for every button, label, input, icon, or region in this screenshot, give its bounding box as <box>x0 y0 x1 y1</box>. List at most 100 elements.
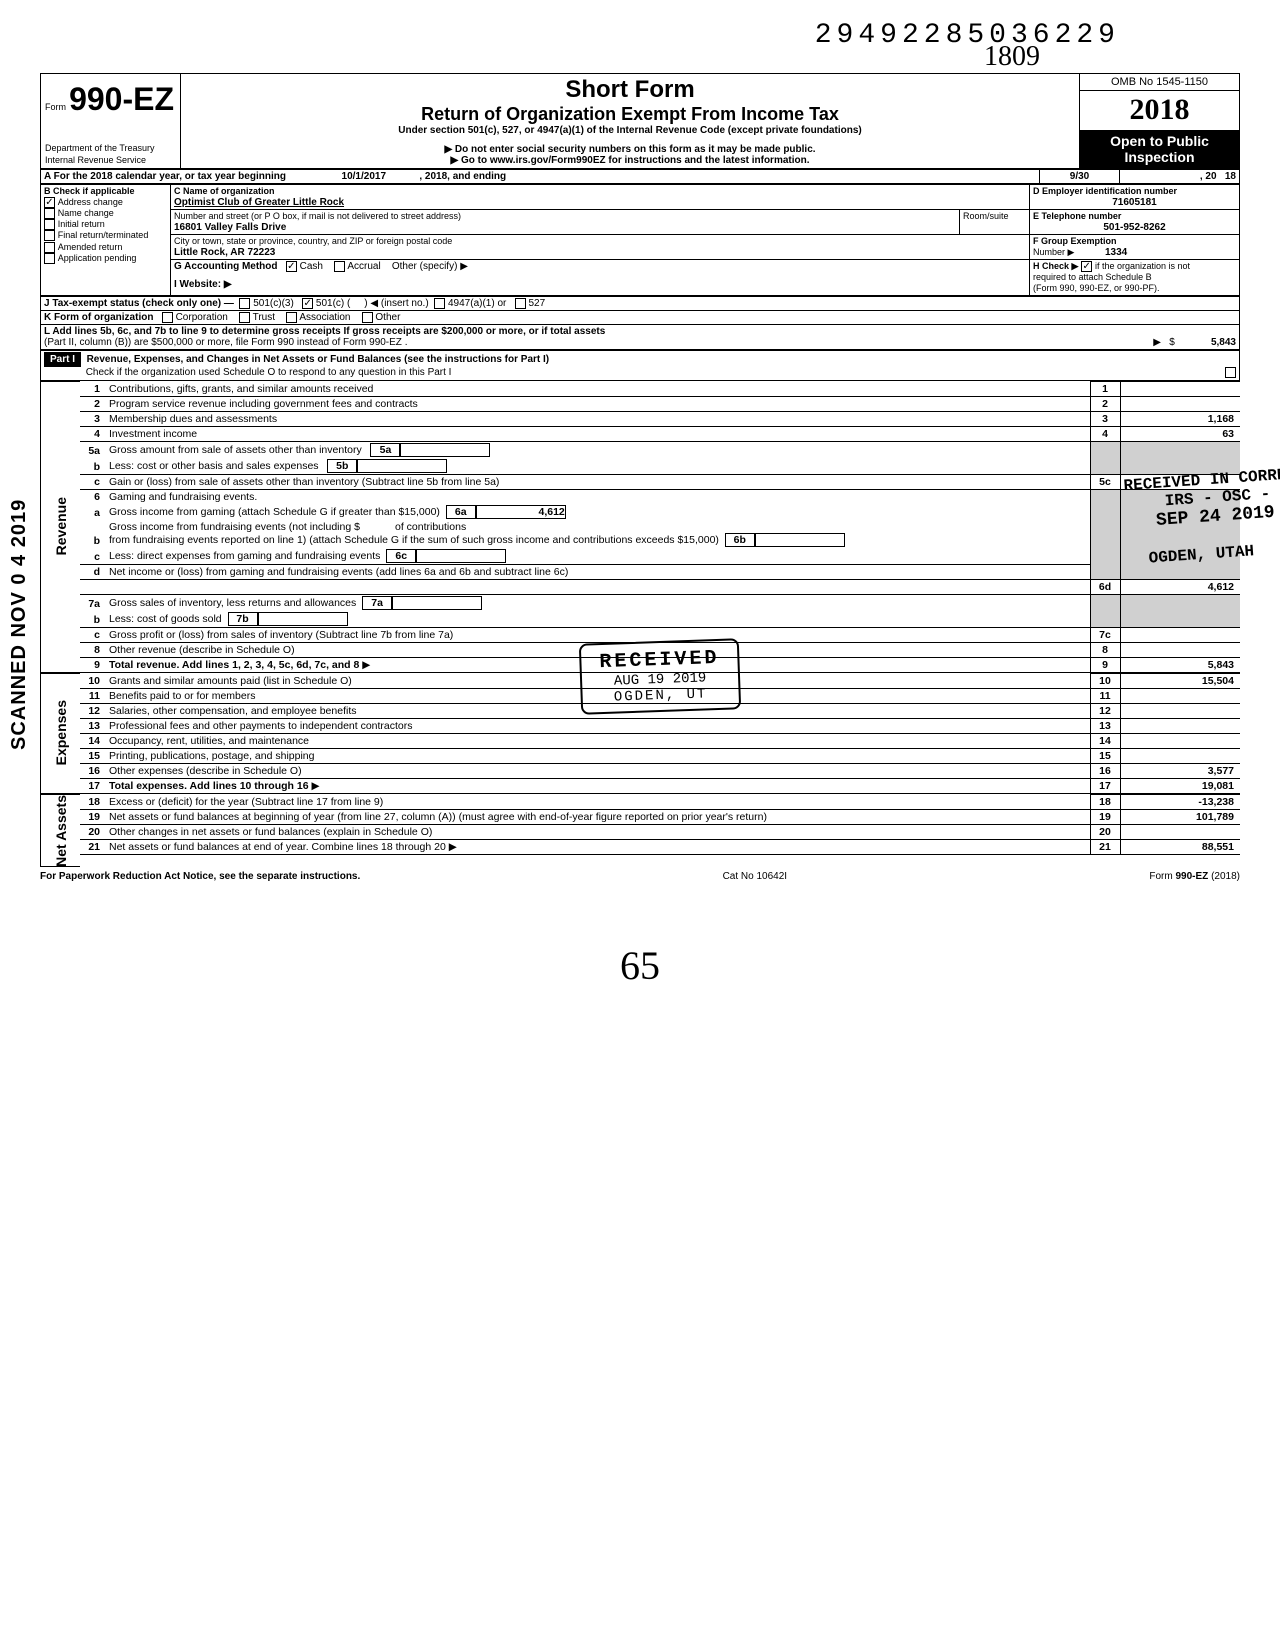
cb-assoc[interactable] <box>286 312 297 323</box>
opt-initial: Initial return <box>58 219 105 229</box>
opt-527: 527 <box>528 298 545 309</box>
opt-trust: Trust <box>253 312 275 323</box>
stamp-received-corres: RECEIVED IN CORRES IRS - OSC - 21 SEP 24… <box>1123 465 1280 569</box>
line-19-text: Net assets or fund balances at beginning… <box>106 809 1090 824</box>
line-1-val <box>1120 381 1240 396</box>
form-prefix: Form <box>45 102 66 112</box>
line-6b-text3: from fundraising events reported on line… <box>109 534 719 546</box>
line-1-text: Contributions, gifts, grants, and simila… <box>106 381 1090 396</box>
open-inspection: Open to PublicInspection <box>1080 131 1240 169</box>
l-text2: (Part II, column (B)) are $500,000 or mo… <box>44 337 407 348</box>
f-label: F Group Exemption <box>1033 236 1117 246</box>
l-text: L Add lines 5b, 6c, and 7b to line 9 to … <box>44 326 605 337</box>
cb-initial-return[interactable] <box>44 219 55 230</box>
cb-amended[interactable] <box>44 242 55 253</box>
page-handwritten: 65 <box>40 942 1240 989</box>
line-9-text: Total revenue. Add lines 1, 2, 3, 4, 5c,… <box>109 659 359 671</box>
cb-schedule-o[interactable] <box>1225 367 1236 378</box>
opt-name-change: Name change <box>58 208 114 218</box>
revenue-lines: 1Contributions, gifts, grants, and simil… <box>80 381 1240 673</box>
line-13-text: Professional fees and other payments to … <box>106 718 1090 733</box>
cb-527[interactable] <box>515 298 526 309</box>
no-ssn-warning: ▶ Do not enter social security numbers o… <box>185 144 1075 155</box>
opt-cash: Cash <box>300 261 323 272</box>
line-2-val <box>1120 396 1240 411</box>
line-6a-text: Gross income from gaming (attach Schedul… <box>109 506 440 518</box>
cb-app-pending[interactable] <box>44 253 55 264</box>
j-label: J Tax-exempt status (check only one) — <box>44 298 234 309</box>
opt-amended: Amended return <box>58 242 123 252</box>
footer-cat: Cat No 10642I <box>723 871 788 882</box>
cb-4947[interactable] <box>434 298 445 309</box>
part1-header: Part I Revenue, Expenses, and Changes in… <box>40 350 1240 380</box>
cb-address-change[interactable] <box>44 197 55 208</box>
line-6d-text: Net income or (loss) from gaming and fun… <box>106 564 1090 579</box>
footer-row: For Paperwork Reduction Act Notice, see … <box>40 871 1240 882</box>
end-year-prefix: , 20 <box>1200 171 1217 182</box>
line-4-val: 63 <box>1120 426 1240 441</box>
h-line3: (Form 990, 990-EZ, or 990-PF). <box>1033 283 1160 293</box>
cb-501c3[interactable] <box>239 298 250 309</box>
line-6a-sub: 4,612 <box>476 505 566 519</box>
line-7a-text: Gross sales of inventory, less returns a… <box>109 597 356 609</box>
line-9-val: 5,843 <box>1120 657 1240 672</box>
row-b-label: B Check if applicable <box>44 186 135 196</box>
cb-h-check[interactable] <box>1081 261 1092 272</box>
line-7b-text: Less: cost of goods sold <box>109 613 222 625</box>
cb-final-return[interactable] <box>44 230 55 241</box>
part1-check-text: Check if the organization used Schedule … <box>86 367 452 378</box>
k-label: K Form of organization <box>44 312 153 323</box>
opt-4947: 4947(a)(1) or <box>448 298 506 309</box>
opt-501c3: 501(c)(3) <box>253 298 294 309</box>
c-label: C Name of organization <box>174 186 275 196</box>
bcdef-block: B Check if applicable Address change Nam… <box>40 184 1240 296</box>
f-number-label: Number ▶ <box>1033 247 1074 257</box>
opt-other-specify: Other (specify) ▶ <box>392 261 468 272</box>
opt-pending: Application pending <box>58 253 137 263</box>
lines-grid: Revenue 1Contributions, gifts, grants, a… <box>40 381 1240 868</box>
line-2-text: Program service revenue including govern… <box>106 396 1090 411</box>
line-14-text: Occupancy, rent, utilities, and maintena… <box>106 733 1090 748</box>
opt-final: Final return/terminated <box>58 231 149 241</box>
line-19-val: 101,789 <box>1120 809 1240 824</box>
dept-treasury: Department of the Treasury Internal Reve… <box>45 143 155 165</box>
opt-accrual: Accrual <box>347 261 380 272</box>
cb-other-org[interactable] <box>362 312 373 323</box>
line-6b-text2: of contributions <box>395 521 466 533</box>
opt-corp: Corporation <box>176 312 228 323</box>
opt-501c: 501(c) ( <box>316 298 350 309</box>
revenue-section-label: Revenue <box>53 497 69 555</box>
return-title: Return of Organization Exempt From Incom… <box>185 104 1075 125</box>
line-5b-text: Less: cost or other basis and sales expe… <box>109 460 319 472</box>
h-label: H Check ▶ <box>1033 261 1078 271</box>
end-month: 9/30 <box>1040 170 1120 184</box>
part1-label: Part I <box>44 352 81 367</box>
line-17-val: 19,081 <box>1120 778 1240 793</box>
f-number-value: 1334 <box>1105 247 1127 258</box>
goto-url: ▶ Go to www.irs.gov/Form990EZ for instru… <box>185 155 1075 166</box>
e-label: E Telephone number <box>1033 211 1121 221</box>
end-year: 18 <box>1225 171 1236 182</box>
line-18-text: Excess or (deficit) for the year (Subtra… <box>106 794 1090 809</box>
street-label: Number and street (or P O box, if mail i… <box>174 211 461 221</box>
cb-trust[interactable] <box>239 312 250 323</box>
line-4-text: Investment income <box>106 426 1090 441</box>
line-15-text: Printing, publications, postage, and shi… <box>106 748 1090 763</box>
cb-cash[interactable] <box>286 261 297 272</box>
line-3-text: Membership dues and assessments <box>106 411 1090 426</box>
part1-title: Revenue, Expenses, and Changes in Net As… <box>87 354 550 365</box>
cb-name-change[interactable] <box>44 208 55 219</box>
cb-corp[interactable] <box>162 312 173 323</box>
phone-value: 501-952-8262 <box>1033 222 1236 233</box>
g-label: G Accounting Method <box>174 261 278 272</box>
cb-501c[interactable] <box>302 298 313 309</box>
d-label: D Employer identification number <box>1033 186 1177 196</box>
netassets-section-label: Net Assets <box>53 795 69 867</box>
cb-accrual[interactable] <box>334 261 345 272</box>
under-section: Under section 501(c), 527, or 4947(a)(1)… <box>185 125 1075 136</box>
line-20-text: Other changes in net assets or fund bala… <box>106 824 1090 839</box>
line-21-text: Net assets or fund balances at end of ye… <box>109 841 446 853</box>
netassets-lines: 18Excess or (deficit) for the year (Subt… <box>80 794 1240 855</box>
opt-other-org: Other <box>375 312 400 323</box>
row-a-label: A For the 2018 calendar year, or tax yea… <box>44 171 286 182</box>
